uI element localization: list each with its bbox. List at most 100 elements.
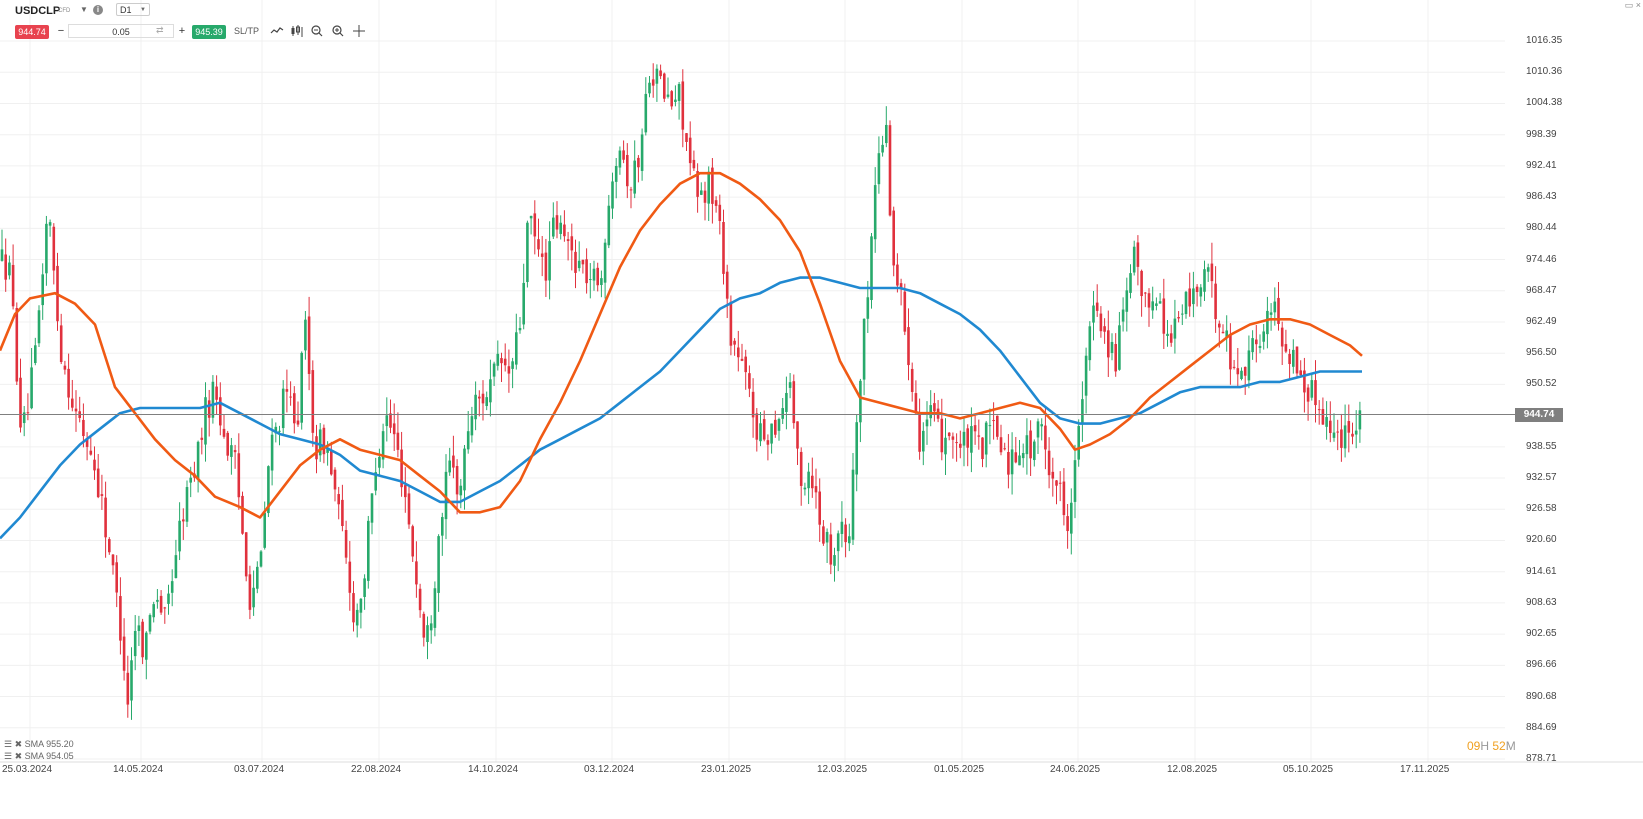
toolbar: USDCLP CFD ▼ i D1 ▼ 944.74 − 0.05 ⇄ + 945… (0, 0, 600, 44)
line-chart-icon[interactable] (270, 23, 284, 39)
sma-fast-line (0, 171, 1363, 519)
candle-body (744, 356, 747, 373)
candle-body (877, 153, 881, 185)
zoom-in-icon[interactable] (331, 23, 345, 39)
candle-body (1243, 366, 1247, 376)
candle-body (1077, 426, 1080, 460)
candle-body (1329, 420, 1332, 433)
current-price-badge: 944.74 (1515, 407, 1563, 422)
candle-body (182, 519, 185, 522)
candle-body (1303, 370, 1306, 393)
candle-body (944, 437, 947, 455)
candle-body (1003, 448, 1006, 450)
candle-body (130, 660, 133, 701)
candle-body (910, 368, 914, 392)
candle-body (607, 205, 611, 246)
candle-body (444, 471, 448, 520)
candle-body (677, 84, 681, 101)
candle-body (966, 428, 969, 448)
candle-body (540, 253, 544, 257)
candle-body (959, 443, 962, 448)
candle-body (1084, 355, 1088, 396)
caret-down-icon[interactable]: ▼ (80, 5, 88, 14)
candle-body (1288, 353, 1291, 365)
candle-body (1262, 331, 1265, 342)
buy-button[interactable]: 945.39 (192, 25, 226, 39)
candle-body (903, 291, 907, 332)
candles-icon[interactable] (290, 23, 304, 39)
candle-body (152, 604, 155, 618)
timeframe-value: D1 (120, 5, 132, 15)
date-tick-label: 14.10.2024 (468, 764, 519, 775)
candle-body (836, 533, 840, 552)
price-tick-label: 1010.36 (1526, 66, 1563, 78)
candle-body (1103, 326, 1106, 332)
candle-body (359, 598, 363, 613)
candle-body (481, 393, 485, 404)
sma-slow-legend[interactable]: ☰ ✖ SMA 954.05 (4, 751, 74, 761)
candle-body (1251, 338, 1254, 353)
candle-body (996, 415, 999, 437)
candle-body (714, 200, 718, 206)
swap-icon[interactable]: ⇄ (156, 25, 164, 35)
sma-fast-legend[interactable]: ☰ ✖ SMA 955.20 (4, 739, 74, 749)
date-tick-label: 14.05.2024 (113, 764, 164, 775)
candle-body (748, 373, 751, 389)
crosshair-icon[interactable] (352, 23, 366, 39)
candle-body (570, 236, 574, 251)
candle-body (855, 422, 858, 475)
candle-body (1177, 317, 1180, 319)
timeframe-select[interactable]: D1 ▼ (116, 3, 150, 16)
candle-body (888, 125, 892, 216)
quantity-input[interactable]: 0.05 (68, 24, 174, 38)
candle-body (1144, 292, 1147, 294)
candle-body (611, 181, 614, 209)
candle-body (1029, 430, 1032, 459)
candle-body (1203, 269, 1206, 292)
candle-body (418, 588, 422, 611)
candle-body (866, 297, 870, 319)
symbol-label[interactable]: USDCLP (15, 5, 61, 17)
candle-body (973, 425, 977, 432)
candle-body (285, 389, 289, 392)
candle-body (189, 477, 192, 483)
price-tick-label: 1016.35 (1526, 35, 1563, 46)
candle-body (1255, 339, 1258, 345)
info-icon[interactable]: i (93, 5, 103, 15)
candle-body (363, 578, 366, 597)
candle-body (655, 68, 659, 84)
candle-body (1292, 349, 1295, 367)
candle-body (1206, 267, 1210, 272)
candle-body (1155, 303, 1158, 306)
candle-body (100, 494, 104, 496)
candle-body (881, 144, 884, 153)
candle-body (278, 430, 281, 432)
candle-body (751, 391, 755, 418)
price-tick-label: 902.65 (1526, 628, 1557, 640)
candle-body (289, 396, 292, 398)
zoom-out-icon[interactable] (310, 23, 324, 39)
sell-button[interactable]: 944.74 (15, 25, 49, 39)
candle-body (215, 386, 218, 400)
candle-body (1358, 410, 1362, 430)
candle-body (30, 367, 33, 409)
candle-body (696, 171, 699, 197)
candle-body (774, 419, 777, 435)
candle-body (415, 561, 418, 585)
increase-quantity-button[interactable]: + (178, 25, 186, 37)
candle-body (555, 215, 559, 230)
candle-body (207, 400, 211, 418)
candle-body (685, 133, 688, 142)
candle-body (355, 609, 359, 626)
candle-body (592, 268, 596, 281)
window-icon[interactable]: ▭ (1624, 0, 1634, 10)
candle-body (718, 204, 722, 222)
decrease-quantity-button[interactable]: − (57, 25, 65, 37)
candle-body (1232, 366, 1236, 368)
candle-body (1007, 452, 1010, 475)
candle-body (1014, 452, 1018, 463)
sltp-button[interactable]: SL/TP (234, 26, 260, 36)
close-icon[interactable]: × (1635, 0, 1641, 10)
candle-body (1229, 335, 1232, 370)
